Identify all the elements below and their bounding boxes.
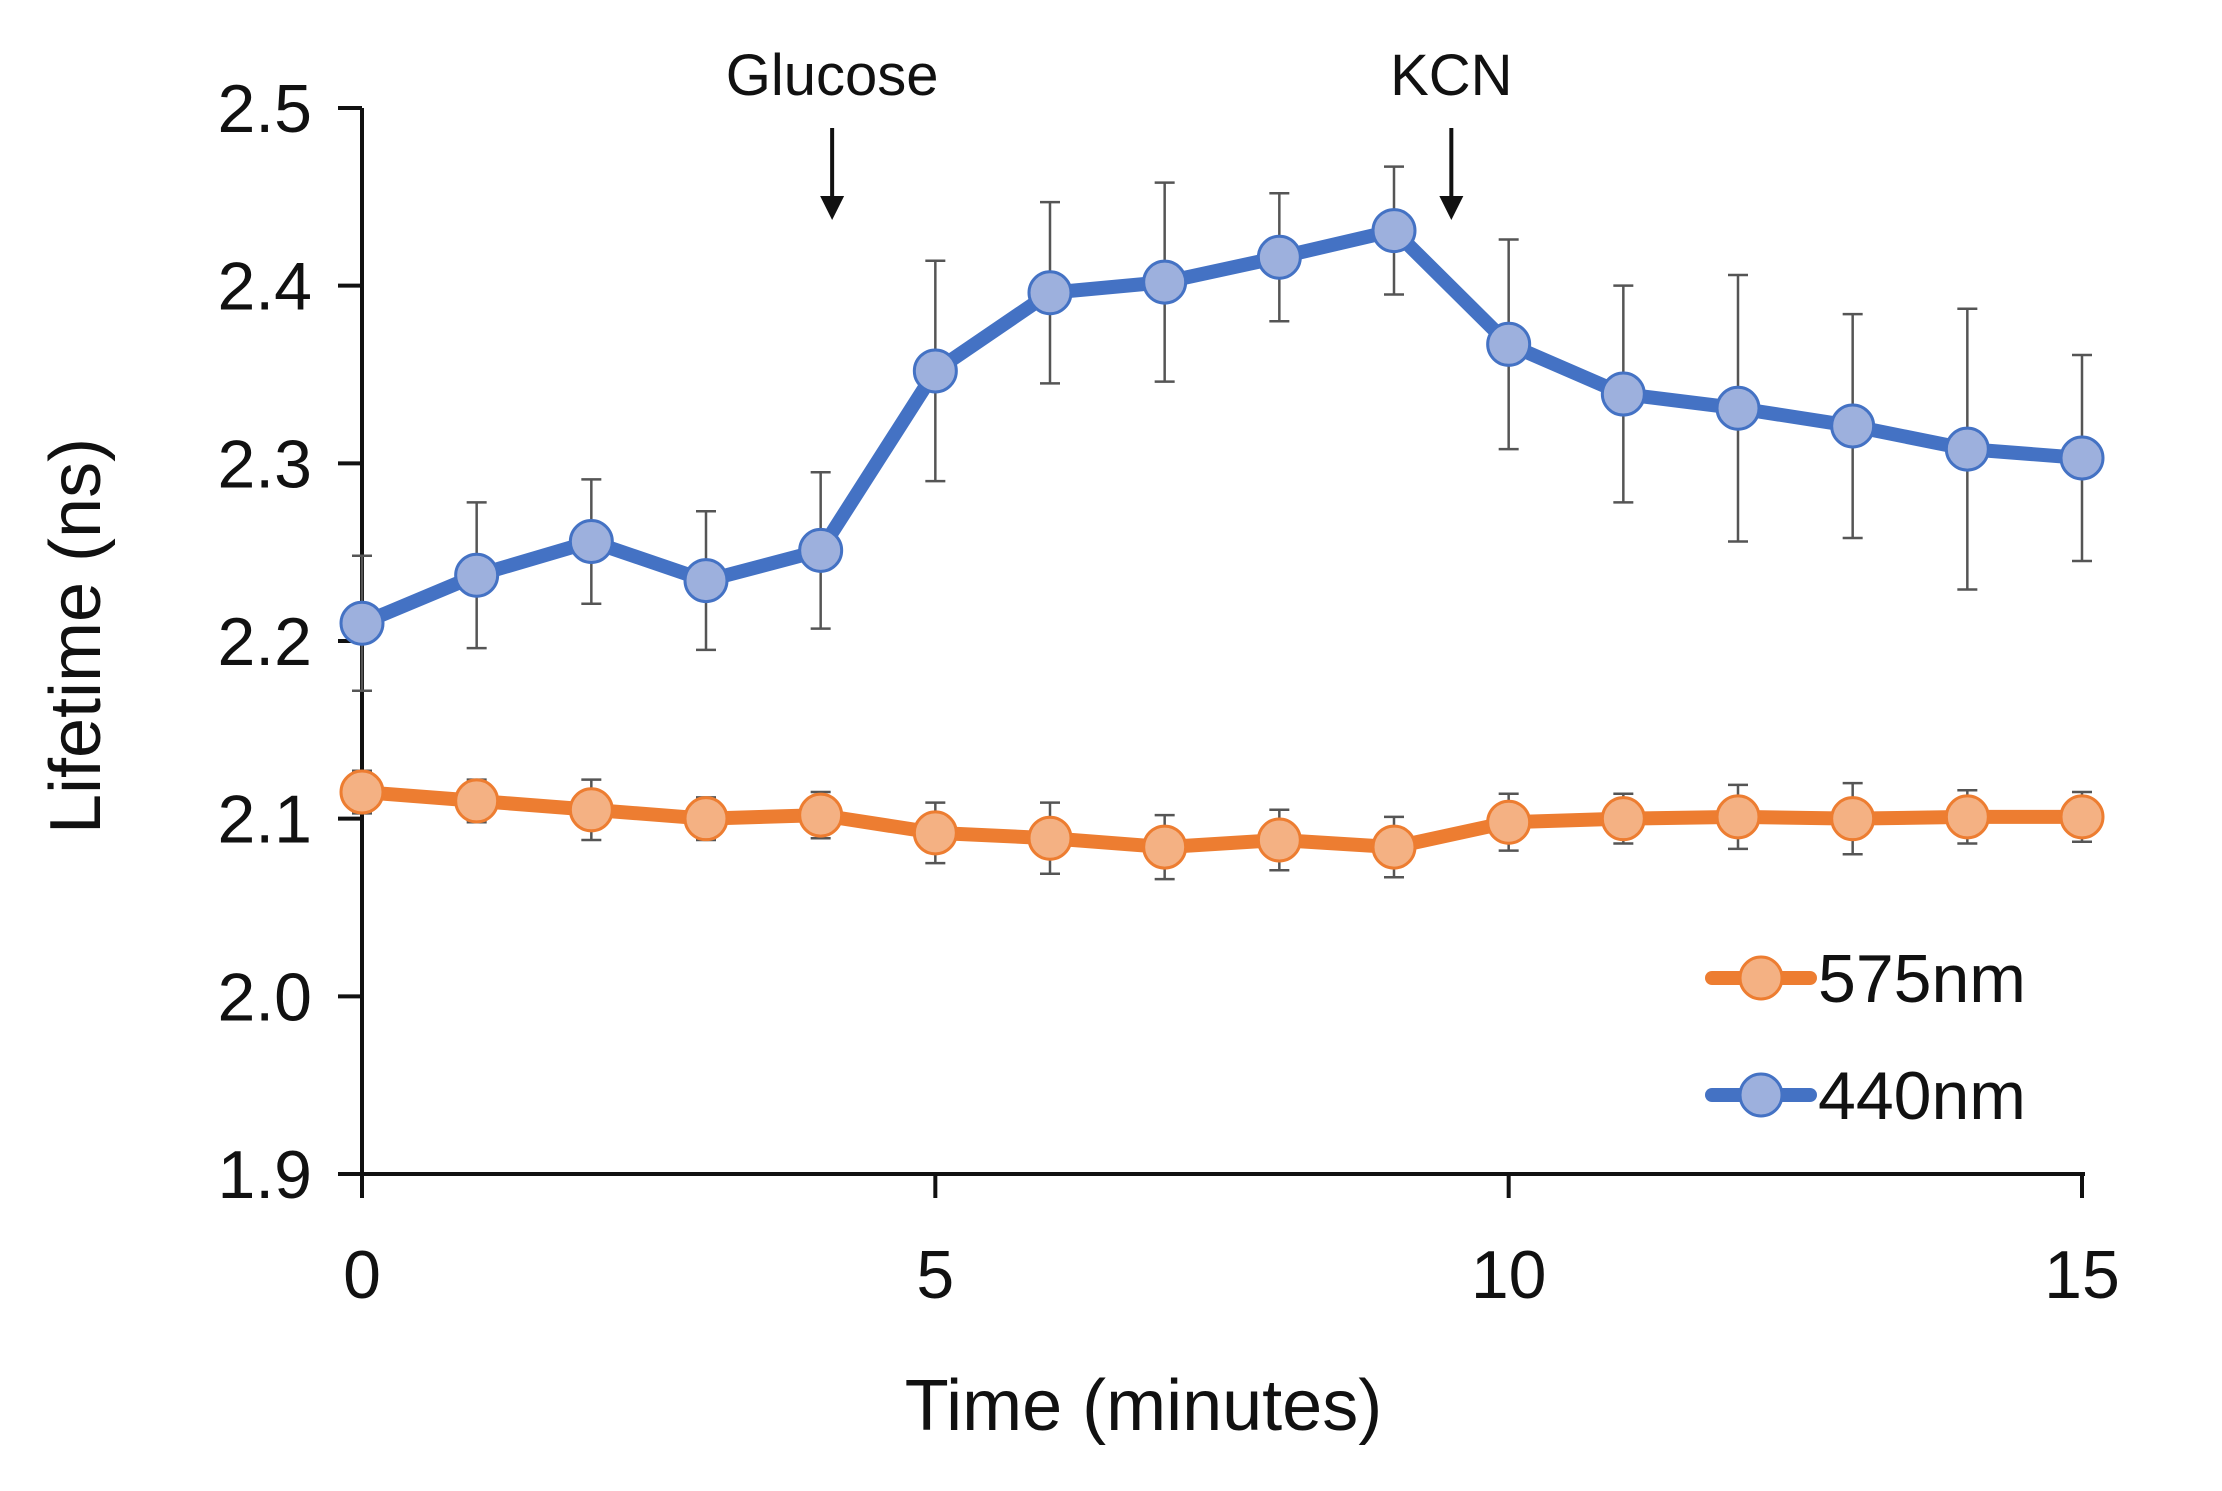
data-point bbox=[1486, 799, 1532, 845]
data-point bbox=[339, 600, 385, 646]
data-point bbox=[1600, 371, 1646, 417]
x-tick-label: 0 bbox=[343, 1237, 381, 1313]
x-tick-label: 5 bbox=[916, 1237, 954, 1313]
y-tick-label: 2.3 bbox=[217, 426, 312, 502]
data-point bbox=[568, 787, 614, 833]
annotation: Glucose bbox=[726, 43, 939, 220]
data-point bbox=[1256, 234, 1302, 280]
data-point bbox=[568, 519, 614, 565]
annotations: Glucose KCN bbox=[726, 43, 1513, 220]
data-point bbox=[683, 796, 729, 842]
y-tick-label: 2.4 bbox=[217, 249, 312, 325]
legend-label: 575nm bbox=[1818, 941, 2026, 1017]
legend: 575nm 440nm bbox=[1705, 941, 2026, 1134]
data-point bbox=[683, 558, 729, 604]
data-point bbox=[1830, 403, 1876, 449]
data-point bbox=[1715, 385, 1761, 431]
data-point bbox=[1944, 794, 1990, 840]
y-axis-title: Lifetime (ns) bbox=[36, 438, 116, 834]
data-point bbox=[1142, 824, 1188, 870]
series-440nm bbox=[339, 165, 2105, 692]
annotation-label: KCN bbox=[1390, 43, 1512, 108]
x-tick-label: 15 bbox=[2044, 1237, 2120, 1313]
x-axis-ticks: 0 5 10 15 bbox=[343, 1174, 2120, 1313]
series-575nm bbox=[339, 769, 2105, 881]
data-point bbox=[1027, 815, 1073, 861]
data-point bbox=[2059, 435, 2105, 481]
data-point bbox=[339, 769, 385, 815]
annotation: KCN bbox=[1390, 43, 1513, 220]
data-point bbox=[1600, 796, 1646, 842]
series-line bbox=[355, 223, 2089, 631]
legend-marker bbox=[1738, 955, 1784, 1001]
legend-item: 440nm bbox=[1705, 1058, 2026, 1134]
series-layer bbox=[339, 165, 2105, 881]
data-point bbox=[454, 778, 500, 824]
data-point bbox=[912, 810, 958, 856]
y-axis-ticks: 1.9 2.0 2.1 2.2 2.3 2.4 2.5 bbox=[217, 71, 362, 1213]
annotation-arrow-head bbox=[1439, 196, 1464, 220]
data-point bbox=[1715, 794, 1761, 840]
data-point bbox=[912, 348, 958, 394]
data-point bbox=[798, 792, 844, 838]
data-point bbox=[1027, 270, 1073, 316]
annotation-arrow-head bbox=[820, 196, 845, 220]
data-point bbox=[798, 527, 844, 573]
x-axis-title: Time (minutes) bbox=[905, 1366, 1382, 1446]
data-point bbox=[454, 552, 500, 598]
x-tick-label: 10 bbox=[1471, 1237, 1547, 1313]
data-point bbox=[1371, 824, 1417, 870]
data-point bbox=[1371, 208, 1417, 254]
series-line bbox=[355, 785, 2089, 855]
annotation-label: Glucose bbox=[726, 43, 939, 108]
y-tick-label: 2.5 bbox=[217, 71, 312, 147]
legend-label: 440nm bbox=[1818, 1058, 2026, 1134]
y-tick-label: 2.2 bbox=[217, 604, 312, 680]
legend-item: 575nm bbox=[1705, 941, 2026, 1017]
y-tick-label: 1.9 bbox=[217, 1137, 312, 1213]
y-tick-label: 2.1 bbox=[217, 782, 312, 858]
legend-marker bbox=[1738, 1072, 1784, 1118]
data-point bbox=[1486, 321, 1532, 367]
data-point bbox=[1256, 817, 1302, 863]
data-point bbox=[1944, 426, 1990, 472]
data-point bbox=[1142, 259, 1188, 305]
data-point bbox=[1830, 796, 1876, 842]
data-point bbox=[2059, 794, 2105, 840]
y-tick-label: 2.0 bbox=[217, 959, 312, 1035]
